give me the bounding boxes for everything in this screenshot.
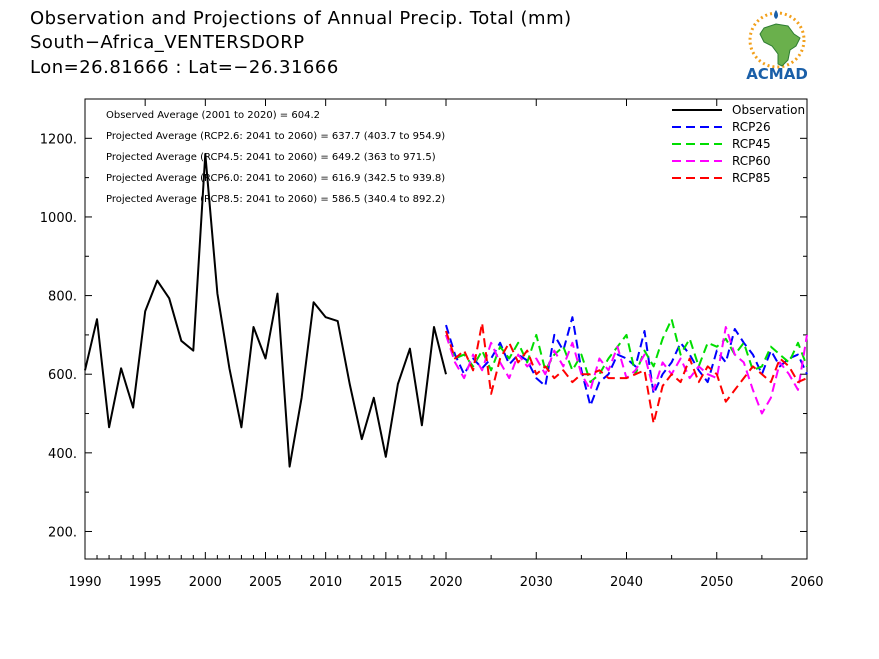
- x-tick-label: 2050: [700, 575, 733, 590]
- legend-label-observation: Observation: [732, 103, 805, 117]
- logo-water-drop: [774, 10, 778, 19]
- axis-ticks: 200. 400. 600. 800. 1000. 1200. 1990 1995 2000 20…: [40, 98, 824, 590]
- series-layer: [84, 153, 808, 468]
- y-tick-label: 1200.: [40, 132, 77, 147]
- y-tick-label: 800.: [48, 290, 77, 305]
- x-tick-label: 2040: [610, 575, 643, 590]
- series-line-rcp85: [445, 322, 808, 425]
- x-tick-label: 2000: [189, 575, 222, 590]
- legend-label-rcp26: RCP26: [732, 120, 771, 134]
- x-tick-label: 2005: [249, 575, 282, 590]
- x-tick-label: 2060: [790, 575, 823, 590]
- series-line-rcp26: [445, 316, 808, 407]
- x-tick-label: 1990: [68, 575, 101, 590]
- y-tick-label: 400.: [48, 447, 77, 462]
- y-tick-label: 1000.: [40, 211, 77, 226]
- series-line-observation: [84, 153, 447, 468]
- y-tick-label: 600.: [48, 368, 77, 383]
- y-tick-label: 200.: [48, 525, 77, 540]
- annotation-line: Projected Average (RCP2.6: 2041 to 2060)…: [106, 131, 445, 142]
- legend-label-rcp60: RCP60: [732, 154, 771, 168]
- chart-title: Observation and Projections of Annual Pr…: [30, 8, 572, 29]
- x-tick-label: 1995: [129, 575, 162, 590]
- x-tick-label: 2010: [309, 575, 342, 590]
- legend: Observation RCP26 RCP45 RCP60 RCP85: [672, 103, 805, 185]
- series-line-rcp60: [445, 326, 808, 415]
- africa-map-logo-icon: ACMAD: [746, 10, 808, 82]
- annotation-line: Projected Average (RCP4.5: 2041 to 2060)…: [106, 152, 436, 163]
- logo-africa-shape: [759, 23, 801, 67]
- x-tick-label: 2015: [369, 575, 402, 590]
- legend-label-rcp85: RCP85: [732, 171, 771, 185]
- chart-subtitle-location: South−Africa_VENTERSDORP: [30, 32, 305, 53]
- logo-text: ACMAD: [746, 65, 808, 82]
- annotation-line: Projected Average (RCP8.5: 2041 to 2060)…: [106, 194, 445, 205]
- annotation-line: Projected Average (RCP6.0: 2041 to 2060)…: [106, 173, 445, 184]
- x-tick-label: 2030: [520, 575, 553, 590]
- legend-label-rcp45: RCP45: [732, 137, 771, 151]
- series-line-rcp45: [445, 318, 808, 384]
- plot-frame: [84, 98, 808, 560]
- annotation-line: Observed Average (2001 to 2020) = 604.2: [106, 110, 320, 121]
- x-tick-label: 2020: [429, 575, 462, 590]
- chart-subtitle-coordinates: Lon=26.81666 : Lat=−26.31666: [30, 57, 339, 78]
- annotation-block: Observed Average (2001 to 2020) = 604.2 P…: [106, 110, 445, 205]
